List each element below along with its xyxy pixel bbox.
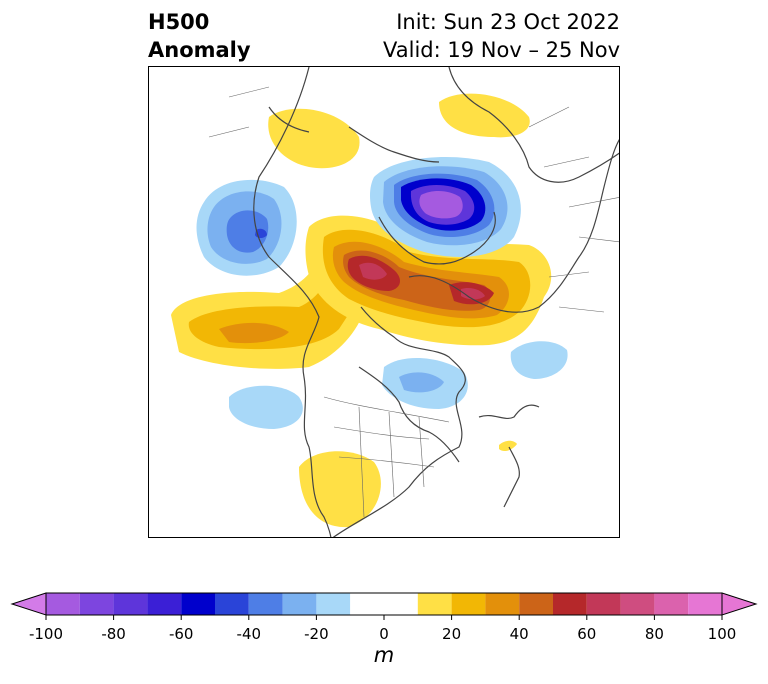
colorbar-bin — [113, 593, 148, 615]
colorbar-unit-label: m — [373, 643, 395, 667]
colorbar-tick-label: 100 — [708, 625, 737, 643]
colorbar-bin — [316, 593, 351, 615]
colorbar-tick-label: 40 — [510, 625, 529, 643]
anomaly-ridge-atlantic — [499, 440, 517, 452]
map-title: H500 Anomaly — [148, 8, 251, 64]
colorbar-tick-label: -40 — [237, 625, 262, 643]
map-dates: Init: Sun 23 Oct 2022 Valid: 19 Nov – 25… — [383, 8, 620, 64]
anomaly-map — [171, 67, 619, 537]
colorbar-tick-label: -60 — [169, 625, 194, 643]
colorbar-under-arrow — [10, 592, 47, 616]
colorbar-bin — [350, 593, 418, 615]
anomaly-trough-hudson-core — [399, 372, 444, 393]
colorbar-bin — [688, 593, 722, 615]
anomaly-ridge-europe — [439, 93, 530, 138]
map-panel — [148, 66, 620, 538]
colorbar-bin — [46, 593, 80, 615]
colorbar-bin — [417, 593, 452, 615]
colorbar: -100 -80 -60 -40 -20 0 20 40 60 80 100 — [10, 592, 758, 643]
colorbar-bin — [451, 593, 486, 615]
colorbar-tick-label: -20 — [304, 625, 329, 643]
anomaly-trough-polar — [370, 157, 521, 257]
colorbar-bin — [586, 593, 621, 615]
coastlines — [253, 67, 619, 537]
colorbar-tick-label: 20 — [442, 625, 461, 643]
colorbar-bin — [282, 593, 317, 615]
colorbar-bin — [79, 593, 114, 615]
valid-date-label: Valid: 19 Nov – 25 Nov — [383, 38, 620, 62]
colorbar-tick-label: 0 — [379, 625, 389, 643]
colorbar-bin — [485, 593, 520, 615]
colorbar-tick-label: 60 — [577, 625, 596, 643]
colorbar-bin — [248, 593, 283, 615]
colorbar-bin — [519, 593, 553, 615]
colorbar-tick-label: -80 — [101, 625, 126, 643]
init-date-label: Init: Sun 23 Oct 2022 — [396, 10, 620, 34]
colorbar-tick-label: 80 — [645, 625, 664, 643]
political-boundaries — [208, 86, 619, 518]
colorbar-bin — [215, 593, 249, 615]
colorbar-over-arrow — [721, 592, 758, 616]
anomaly-ridge-siberia — [268, 108, 360, 169]
colorbar-bin — [181, 593, 215, 615]
title-line-variable: H500 — [148, 10, 210, 34]
colorbar-bin — [654, 593, 689, 615]
colorbar-bin — [147, 593, 182, 615]
anomaly-trough-west — [196, 179, 297, 276]
colorbar-tick-label: -100 — [29, 625, 63, 643]
title-line-field: Anomaly — [148, 38, 251, 62]
colorbar-bin — [620, 593, 655, 615]
anomaly-trough-atlantic — [510, 341, 568, 379]
colorbar-bin — [553, 593, 587, 615]
anomaly-trough-pacific — [229, 385, 303, 429]
